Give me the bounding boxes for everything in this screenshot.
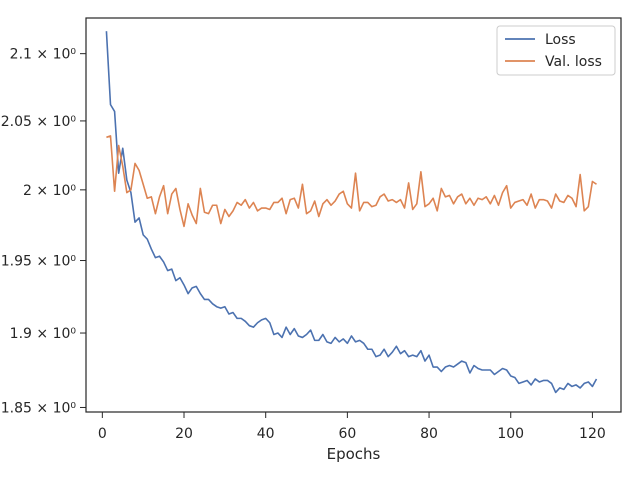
y-tick-label: 2 × 10⁰ (23, 183, 76, 199)
y-tick-label: 1.9 × 10⁰ (10, 326, 77, 342)
x-tick-label: 0 (98, 426, 107, 442)
legend: Loss Val. loss (496, 25, 616, 76)
x-axis-label: Epochs (327, 445, 381, 463)
y-tick-label: 1.85 × 10⁰ (1, 400, 77, 416)
legend-label-loss: Loss (545, 32, 576, 48)
x-tick-label: 60 (338, 426, 356, 442)
x-tick-label: 80 (420, 426, 438, 442)
legend-label-val-loss: Val. loss (545, 54, 602, 70)
y-tick-label: 2.1 × 10⁰ (10, 47, 77, 63)
y-tick-label: 2.05 × 10⁰ (1, 114, 77, 130)
x-axis-ticks: 0 20 40 60 80 100 120 (98, 412, 606, 442)
x-tick-label: 40 (257, 426, 275, 442)
x-tick-label: 20 (175, 426, 193, 442)
x-tick-label: 120 (579, 426, 606, 442)
axes-frame (85, 17, 622, 413)
y-tick-label: 1.95 × 10⁰ (1, 254, 77, 270)
y-axis-ticks: 1.85 × 10⁰ 1.9 × 10⁰ 1.95 × 10⁰ 2 × 10⁰ 2.05… (1, 47, 86, 416)
series-line-val-loss (106, 135, 597, 228)
plot-lines (105, 31, 598, 394)
series-line-loss (105, 31, 598, 394)
x-tick-label: 100 (497, 426, 524, 442)
